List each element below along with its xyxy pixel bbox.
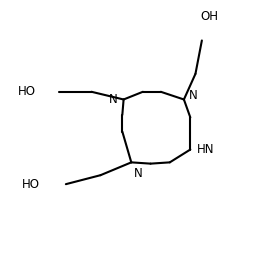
Text: HO: HO [22, 178, 40, 191]
Text: N: N [134, 167, 143, 181]
Text: N: N [189, 89, 198, 102]
Text: OH: OH [201, 10, 219, 23]
Text: N: N [108, 93, 117, 106]
Text: HO: HO [18, 85, 36, 98]
Text: HN: HN [197, 143, 214, 156]
